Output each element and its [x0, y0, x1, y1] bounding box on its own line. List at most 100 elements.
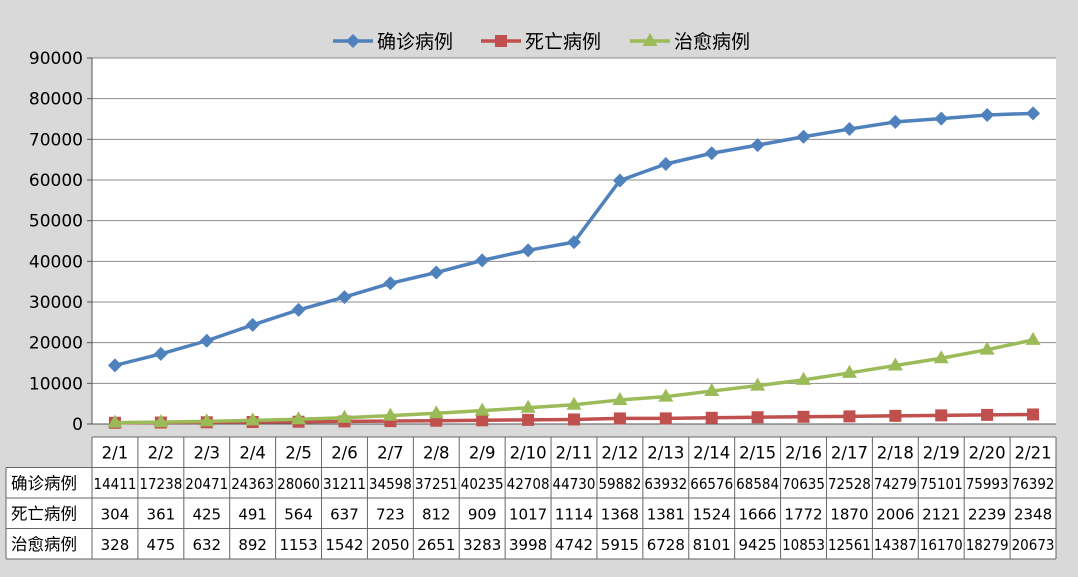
- y-tick-label: 0: [72, 415, 83, 435]
- data-point: [107, 414, 123, 428]
- data-point: [153, 414, 169, 428]
- table-cell: 1524: [693, 505, 731, 523]
- x-category-label: 2/14: [693, 443, 730, 462]
- table-cell: 75993: [966, 475, 1009, 493]
- data-point: [475, 253, 490, 268]
- legend: 确诊病例 死亡病例 治愈病例: [333, 31, 750, 53]
- series-1: [107, 106, 1041, 373]
- y-tick-label: 10000: [29, 374, 83, 394]
- data-point: [1026, 106, 1041, 121]
- x-category-label: 2/19: [923, 443, 960, 462]
- y-axis-tick-labels: 0 10000 20000 30000 40000 50000 60000 70000 8000…: [29, 49, 83, 435]
- table-cell: 637: [330, 505, 359, 523]
- legend-marker: [346, 34, 360, 48]
- table-cell: 17238: [139, 475, 182, 493]
- table-cell: 812: [422, 505, 451, 523]
- y-tick-label: 60000: [29, 171, 83, 191]
- x-category-label: 2/18: [877, 443, 914, 462]
- legend-label: 治愈病例: [674, 31, 750, 53]
- table-cell: 68584: [736, 475, 779, 493]
- data-point: [382, 407, 398, 421]
- table-cell: 24363: [231, 475, 274, 493]
- table-cell: 1368: [601, 505, 639, 523]
- table-cell: 1017: [509, 505, 547, 523]
- table-cell: 4742: [555, 536, 593, 554]
- x-category-label: 2/7: [377, 443, 404, 462]
- data-point: [704, 383, 720, 397]
- y-tick-label: 80000: [29, 90, 83, 110]
- data-point: [843, 410, 856, 423]
- table-cell: 34598: [369, 475, 412, 493]
- table-cell: 31211: [323, 475, 366, 493]
- data-point: [981, 408, 994, 421]
- data-point: [568, 413, 580, 426]
- y-tick-label: 30000: [29, 293, 83, 313]
- table-cell: 328: [101, 536, 130, 554]
- y-tick-label: 20000: [29, 334, 83, 354]
- table-cell: 475: [147, 536, 176, 554]
- data-point: [1027, 408, 1040, 421]
- data-point: [750, 138, 765, 153]
- table-cell: 361: [147, 505, 176, 523]
- table-cell: 2651: [417, 536, 455, 554]
- data-point: [520, 399, 536, 413]
- table-cell: 63932: [644, 475, 687, 493]
- table-row-label: 治愈病例: [11, 535, 77, 554]
- x-category-label: 2/9: [469, 443, 496, 462]
- table-cell: 9425: [739, 536, 777, 554]
- data-point: [887, 357, 903, 371]
- table-body-bg: [6, 467, 1056, 559]
- x-category-label: 2/21: [1015, 443, 1052, 462]
- y-tick-label: 90000: [29, 49, 83, 69]
- table-cell: 12561: [828, 536, 871, 554]
- x-category-label: 2/11: [555, 443, 592, 462]
- table-cell: 40235: [461, 475, 504, 493]
- table-cell: 892: [238, 536, 267, 554]
- data-point: [107, 358, 122, 373]
- data-point: [566, 396, 582, 410]
- x-category-label: 2/13: [647, 443, 684, 462]
- x-category-label: 2/12: [601, 443, 638, 462]
- data-point: [704, 146, 719, 161]
- table-cell: 28060: [277, 475, 320, 493]
- x-category-label: 2/10: [510, 443, 547, 462]
- table-cell: 2348: [1014, 505, 1052, 523]
- data-table: 2/1 2/2 2/3 2/4 2/5 2/6 2/7 2/8 2/9 2/10 2/11 2/12 2…: [5, 436, 1057, 560]
- table-cell: 59882: [598, 475, 641, 493]
- table-cell: 44730: [553, 475, 596, 493]
- data-point: [888, 114, 903, 129]
- table-cell: 14411: [94, 475, 137, 493]
- data-point: [291, 411, 307, 425]
- legend-item: 确诊病例: [333, 31, 453, 53]
- data-point: [933, 350, 949, 364]
- table-cell: 1666: [739, 505, 777, 523]
- table-cell: 2050: [371, 536, 409, 554]
- table-cell: 10853: [782, 536, 825, 554]
- x-category-label: 2/4: [239, 443, 266, 462]
- data-point: [613, 412, 626, 425]
- table-cell: 491: [238, 505, 267, 523]
- series-3: [107, 331, 1041, 428]
- data-point: [428, 405, 444, 419]
- x-category-label: 2/16: [785, 443, 822, 462]
- data-point: [245, 317, 260, 332]
- legend-marker: [642, 33, 658, 46]
- data-point: [1025, 331, 1041, 345]
- table-cell: 2239: [968, 505, 1006, 523]
- x-category-label: 2/2: [148, 443, 175, 462]
- x-category-label: 2/6: [331, 443, 358, 462]
- table-cell: 2006: [876, 505, 914, 523]
- data-point: [336, 409, 352, 423]
- table-cell: 5915: [601, 536, 639, 554]
- data-point: [612, 391, 628, 405]
- table-cell: 1772: [784, 505, 822, 523]
- y-tick-label: 50000: [29, 212, 83, 232]
- legend-marker: [495, 35, 507, 47]
- table-row-label: 确诊病例: [11, 474, 77, 493]
- data-point: [751, 411, 764, 424]
- data-point: [934, 111, 949, 126]
- table-cell: 3283: [463, 536, 501, 554]
- data-point: [796, 129, 811, 144]
- data-point: [199, 333, 214, 348]
